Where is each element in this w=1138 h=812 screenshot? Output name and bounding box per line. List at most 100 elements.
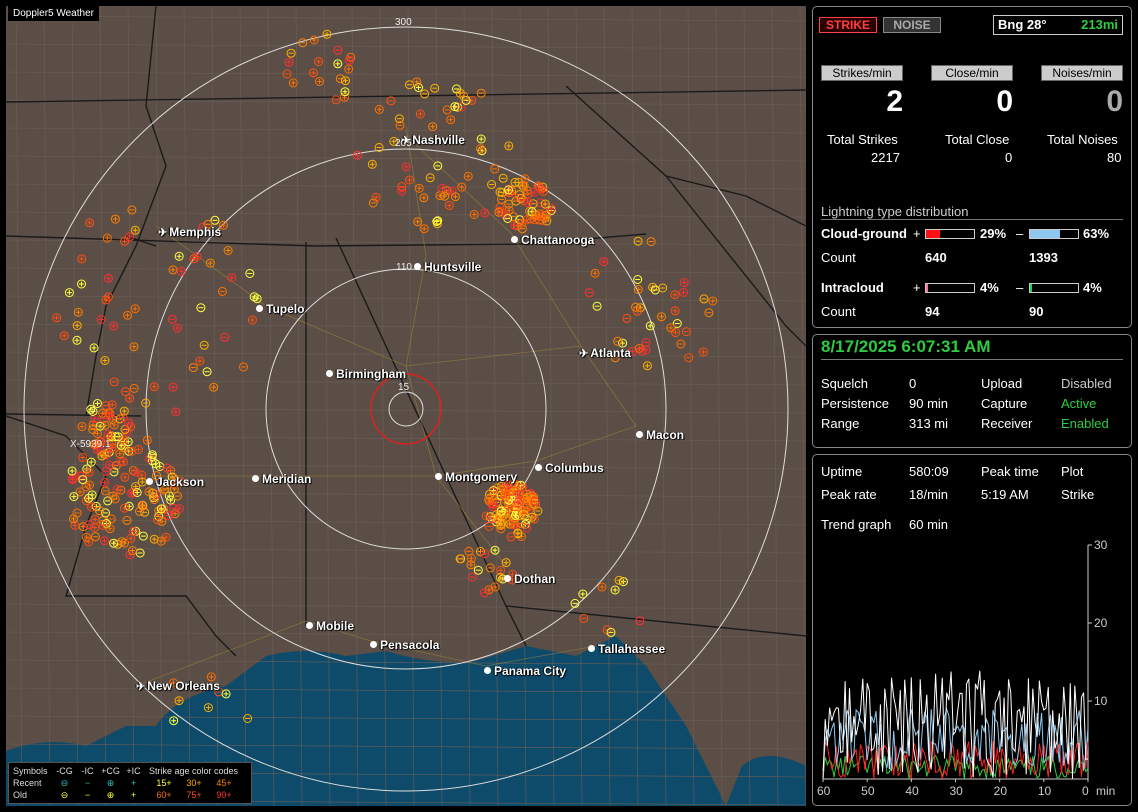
cg-minus-sign: – [1016,226,1024,241]
status-panel: 8/17/2025 6:07:31 AM Squelch 0 Upload Disab… [812,334,1132,448]
strike-marker [109,420,119,430]
x-tick-label: 20 [994,784,1008,798]
strike-marker [247,315,257,325]
city-nashville: ✈ Nashville [401,133,465,147]
x-unit-label: min [1096,784,1115,798]
city-name: Montgomery [445,470,517,484]
strike-marker [85,218,95,228]
strike-marker [698,347,708,357]
strike-marker [72,335,82,345]
city-dot-icon [326,370,333,377]
strike-marker [164,511,173,521]
strike-marker [459,91,469,101]
strike-marker [87,502,97,512]
strike-marker [645,321,655,331]
strike-marker [130,304,140,314]
strike-marker [103,408,113,418]
strike-marker [84,537,94,547]
strike-marker [130,225,140,235]
strike-marker [160,484,170,494]
peak-time-label: Peak time [981,464,1039,479]
strike-marker [209,382,219,392]
strike-marker [119,406,129,416]
neg-ic-old-icon: − [84,790,91,800]
strike-marker [672,319,682,328]
strike-marker [614,575,624,585]
lightning-map[interactable]: Doppler5 Weather ✈ Nashville ✈ Memphis Chatt… [6,6,806,806]
strike-marker [590,268,600,278]
strike-marker [124,501,134,511]
strike-marker [156,504,166,514]
strike-marker [597,582,607,592]
city-chattanooga: Chattanooga [511,233,594,247]
city-montgomery: Montgomery [435,470,517,484]
legend-pos-ic-header: +IC [126,766,141,776]
trend-ic-line [822,754,1089,780]
strike-marker [73,307,83,317]
city-columbus: Columbus [535,461,604,475]
strike-marker [169,716,179,726]
pos-ic-old-icon: + [130,790,137,800]
strike-marker [386,96,396,106]
trend-panel: Uptime 580:09 Peak time Plot Peak rate 1… [812,454,1132,806]
strikes-per-min-label[interactable]: Strikes/min [821,65,903,81]
strike-marker [367,159,377,169]
y-tick-label: 30 [1094,539,1108,552]
strike-marker [335,74,345,84]
datetime-underline [821,359,1123,360]
strike-marker [104,429,113,439]
strike-marker [405,175,415,185]
city-name: Tallahassee [598,642,666,656]
strike-marker [90,523,100,533]
ring-label-205: 205 [395,138,412,149]
strike-marker [480,549,490,559]
strike-marker [162,463,172,473]
strike-button[interactable]: STRIKE [819,17,877,33]
city-name: Pensacola [380,638,440,652]
strike-marker [331,95,341,105]
strike-marker [176,477,186,487]
strike-marker [414,183,424,193]
cg-pos-pct: 29% [980,226,1007,241]
close-per-min-label[interactable]: Close/min [931,65,1013,81]
trend-neg-cg-line [822,707,1089,772]
strike-marker [516,193,526,203]
strike-marker [517,224,527,234]
strike-marker [188,363,198,373]
strike-marker [148,488,158,498]
city-dot-icon [511,236,518,243]
strike-marker [584,288,594,298]
strike-marker [167,314,177,324]
strike-marker [102,233,112,243]
strike-marker [176,266,186,276]
strike-marker [169,678,178,688]
strike-marker [77,279,86,289]
strike-marker [95,506,104,516]
city-dot-icon [535,464,542,471]
noise-button[interactable]: NOISE [883,17,941,33]
strike-marker [174,504,184,514]
city-pensacola: Pensacola [370,638,439,652]
strike-marker [340,87,350,97]
strike-marker [479,588,489,598]
strike-marker [168,265,178,275]
total-strikes: 2217 [871,150,900,165]
strike-marker [217,286,227,296]
neg-ic-recent-icon: − [84,778,91,788]
plot-value[interactable]: Strike [1061,487,1095,502]
noises-per-min-label[interactable]: Noises/min [1041,65,1123,81]
strike-marker [239,362,248,372]
strike-marker [657,312,666,322]
peak-time-value: 5:19 AM [981,487,1029,502]
status-cell: Receiver [981,416,1033,431]
legend-neg-ic-header: -IC [81,766,94,776]
strike-marker [59,331,69,341]
strike-marker [113,432,123,442]
strike-marker [68,475,78,485]
trend-pos-cg-line [822,740,1089,780]
city-meridian: Meridian [252,472,311,486]
city-dot-icon [252,475,259,482]
strike-marker [151,459,161,469]
strike-marker [389,136,399,146]
distribution-underline [821,219,1123,220]
